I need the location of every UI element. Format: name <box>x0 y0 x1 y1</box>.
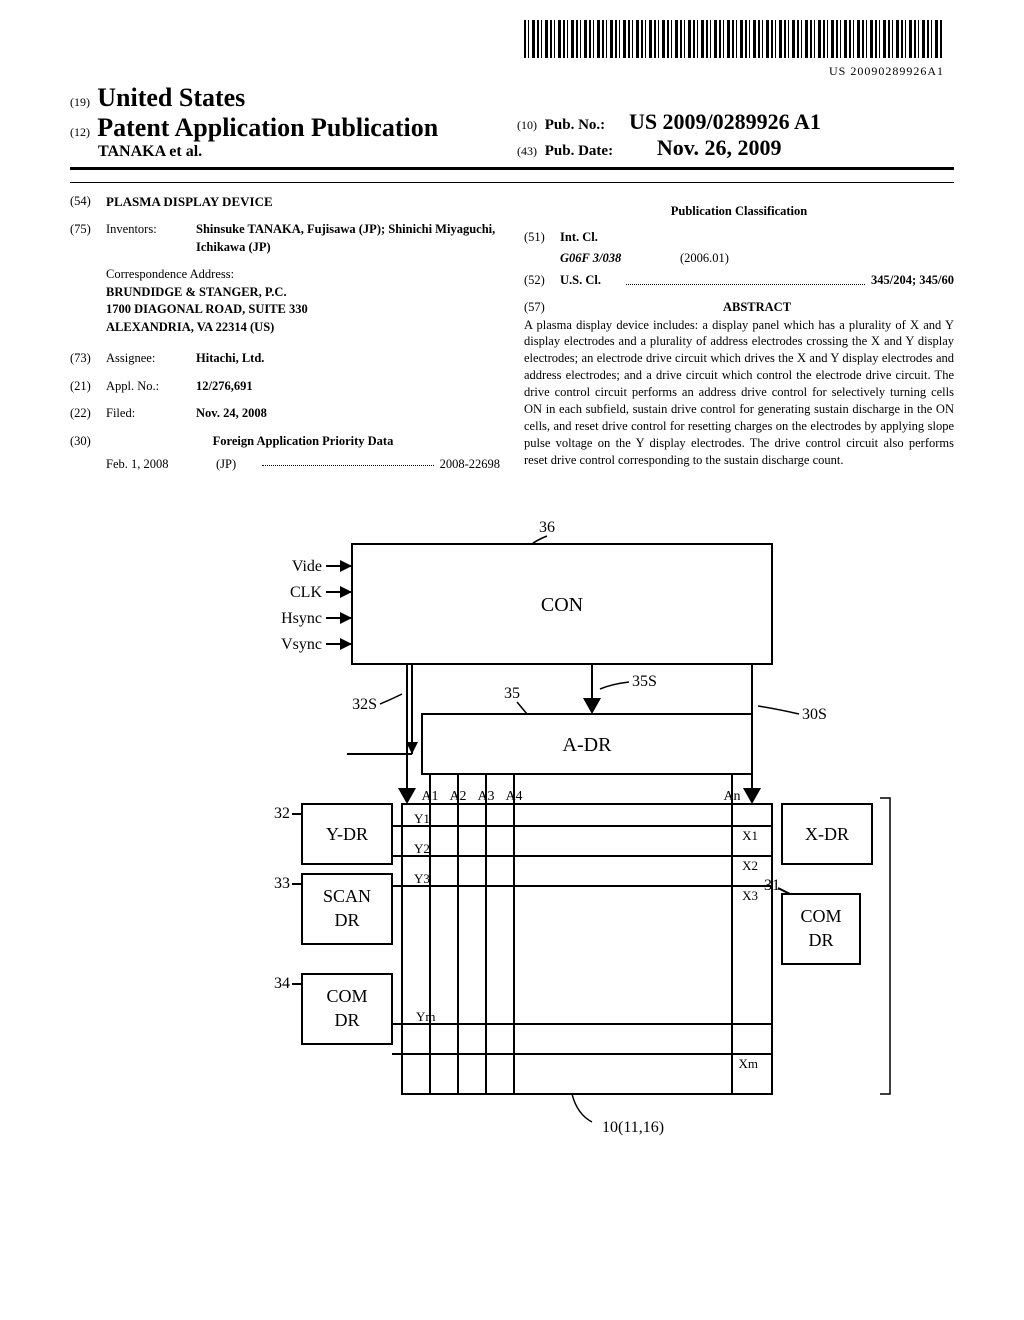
svg-text:33: 33 <box>274 875 290 892</box>
barcode-graphic <box>524 20 944 58</box>
inventors-value: Shinsuke TANAKA, Fujisawa (JP); Shinichi… <box>196 221 500 256</box>
svg-text:DR: DR <box>334 910 359 930</box>
pub-number: US 2009/0289926 A1 <box>629 109 821 134</box>
code-57: (57) <box>524 299 560 317</box>
code-22: (22) <box>70 405 106 423</box>
intcl-class: G06F 3/038 <box>560 250 680 268</box>
code-30: (30) <box>70 433 106 451</box>
svg-text:35S: 35S <box>632 673 657 690</box>
svg-text:36: 36 <box>539 519 555 536</box>
svg-text:DR: DR <box>334 1010 359 1030</box>
correspondence-block: Correspondence Address: BRUNDIDGE & STAN… <box>106 266 500 336</box>
uscl-label: U.S. Cl. <box>560 272 620 290</box>
corr-line-2: ALEXANDRIA, VA 22314 (US) <box>106 320 274 334</box>
right-column: Publication Classification (51) Int. Cl.… <box>524 193 954 474</box>
svg-text:A4: A4 <box>505 789 522 804</box>
assignee-label: Assignee: <box>106 350 196 368</box>
foreign-priority-title: Foreign Application Priority Data <box>106 433 500 451</box>
svg-text:Hsync: Hsync <box>281 610 322 627</box>
svg-text:X3: X3 <box>742 888 758 903</box>
dot-leader <box>262 456 434 466</box>
inventors-label: Inventors: <box>106 221 196 256</box>
svg-text:Xm: Xm <box>739 1056 759 1071</box>
svg-text:X1: X1 <box>742 828 758 843</box>
code-19: (19) <box>70 95 90 109</box>
applno-value: 12/276,691 <box>196 378 500 396</box>
svg-text:Y3: Y3 <box>414 871 430 886</box>
country: United States <box>97 83 245 112</box>
svg-text:Y-DR: Y-DR <box>326 824 368 844</box>
figure-svg: CON 36 Vide CLK Hsync Vsync A-DR 35 32S 35S 30S A1 A… <box>132 514 892 1174</box>
intcl-year: (2006.01) <box>680 250 729 268</box>
svg-text:A3: A3 <box>477 789 494 804</box>
svg-text:Vsync: Vsync <box>281 636 322 653</box>
svg-text:An: An <box>723 789 740 804</box>
svg-text:Y2: Y2 <box>414 841 430 856</box>
svg-text:31: 31 <box>764 877 780 894</box>
svg-text:32S: 32S <box>352 696 377 713</box>
code-54: (54) <box>70 193 106 211</box>
svg-text:COM: COM <box>800 906 841 926</box>
svg-text:Ym: Ym <box>416 1009 436 1024</box>
abstract-heading: ABSTRACT <box>560 299 954 317</box>
left-column: (54) PLASMA DISPLAY DEVICE (75) Inventor… <box>70 193 500 474</box>
barcode-area: US 20090289926A1 <box>70 20 954 79</box>
priority-date: Feb. 1, 2008 <box>106 456 216 474</box>
svg-text:35: 35 <box>504 685 520 702</box>
corr-line-0: BRUNDIDGE & STANGER, P.C. <box>106 285 287 299</box>
classification-title: Publication Classification <box>524 203 954 221</box>
pubdate-label: Pub. Date: <box>545 143 613 159</box>
svg-text:A-DR: A-DR <box>563 734 613 756</box>
intcl-label: Int. Cl. <box>560 229 620 247</box>
svg-text:CON: CON <box>541 594 583 616</box>
assignee-value: Hitachi, Ltd. <box>196 350 500 368</box>
code-10: (10) <box>517 118 537 132</box>
priority-number: 2008-22698 <box>440 456 500 474</box>
uscl-values: 345/204; 345/60 <box>871 272 954 290</box>
applno-label: Appl. No.: <box>106 378 196 396</box>
svg-text:10(11,16): 10(11,16) <box>602 1119 664 1136</box>
svg-text:X-DR: X-DR <box>805 824 849 844</box>
svg-text:DR: DR <box>808 930 833 950</box>
header: (19) United States (12) Patent Applicati… <box>70 83 954 161</box>
svg-text:Vide: Vide <box>292 558 322 575</box>
svg-text:CLK: CLK <box>290 584 322 601</box>
code-75: (75) <box>70 221 106 256</box>
pub-date: Nov. 26, 2009 <box>657 135 782 160</box>
svg-text:A1: A1 <box>421 789 438 804</box>
code-51: (51) <box>524 229 560 247</box>
svg-text:A2: A2 <box>449 789 466 804</box>
code-21: (21) <box>70 378 106 396</box>
svg-text:30S: 30S <box>802 706 827 723</box>
svg-text:34: 34 <box>274 975 290 992</box>
filed-label: Filed: <box>106 405 196 423</box>
svg-text:SCAN: SCAN <box>323 886 371 906</box>
code-43: (43) <box>517 144 537 158</box>
rule-thick <box>70 167 954 170</box>
correspondence-label: Correspondence Address: <box>106 266 500 284</box>
figure: CON 36 Vide CLK Hsync Vsync A-DR 35 32S 35S 30S A1 A… <box>70 514 954 1174</box>
rule-thin <box>70 182 954 183</box>
code-12: (12) <box>70 125 90 139</box>
filed-value: Nov. 24, 2008 <box>196 405 500 423</box>
barcode-number: US 20090289926A1 <box>70 64 944 79</box>
svg-text:COM: COM <box>326 986 367 1006</box>
priority-cc: (JP) <box>216 456 256 474</box>
bibliographic-section: (54) PLASMA DISPLAY DEVICE (75) Inventor… <box>70 193 954 474</box>
corr-line-1: 1700 DIAGONAL ROAD, SUITE 330 <box>106 302 308 316</box>
publication-type: Patent Application Publication <box>97 113 438 142</box>
svg-text:Y1: Y1 <box>414 811 430 826</box>
priority-row: Feb. 1, 2008 (JP) 2008-22698 <box>70 456 500 474</box>
svg-text:X2: X2 <box>742 858 758 873</box>
pubno-label: Pub. No.: <box>545 117 605 133</box>
dot-leader-uscl <box>626 276 865 285</box>
abstract-text: A plasma display device includes: a disp… <box>524 317 954 469</box>
invention-title: PLASMA DISPLAY DEVICE <box>106 193 500 211</box>
authors-header: TANAKA et al. <box>98 143 202 160</box>
svg-text:32: 32 <box>274 805 290 822</box>
code-73: (73) <box>70 350 106 368</box>
code-52: (52) <box>524 272 560 290</box>
